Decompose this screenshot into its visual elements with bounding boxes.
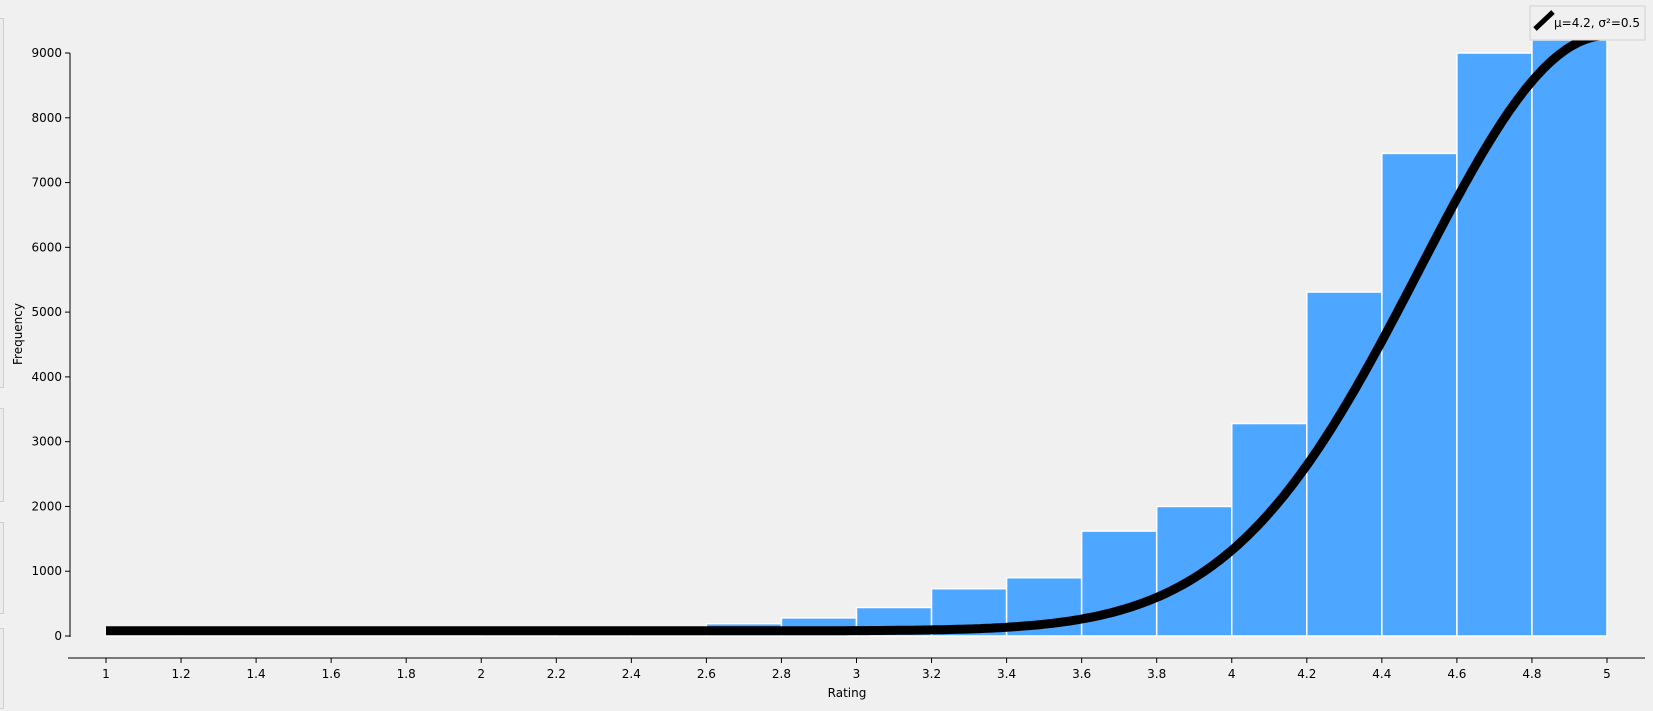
fit-curve-group <box>105 31 1608 636</box>
bars-group <box>105 39 1608 637</box>
y-tick-group: 0 1000 2000 3000 4000 5000 6000 7000 8000 9000 <box>31 46 70 643</box>
histogram-bar <box>1306 291 1383 637</box>
x-tick-label: 4 <box>1228 667 1236 681</box>
y-tick-label: 5000 <box>31 305 62 319</box>
y-tick-label: 4000 <box>31 370 62 384</box>
x-tick-label: 4.8 <box>1522 667 1541 681</box>
x-tick-label: 4.4 <box>1372 667 1391 681</box>
x-tick-label: 3.2 <box>922 667 941 681</box>
x-tick-label: 2.2 <box>547 667 566 681</box>
x-tick-label: 3.4 <box>997 667 1016 681</box>
legend-box <box>1529 5 1646 41</box>
x-tick-label: 5 <box>1603 667 1611 681</box>
histogram-bar <box>1155 505 1233 637</box>
x-tick-label: 1.4 <box>247 667 266 681</box>
fit-curve-line <box>105 31 1608 636</box>
x-tick-label: 3.6 <box>1072 667 1091 681</box>
histogram-bar <box>1381 152 1458 637</box>
x-tick-label: 3 <box>853 667 861 681</box>
x-tick-label: 1 <box>102 667 110 681</box>
y-axis-title: Frequency <box>11 303 25 365</box>
legend: μ=4.2, σ²=0.5 <box>1529 5 1646 41</box>
left-panel-edge <box>0 522 4 614</box>
x-tick-label: 4.2 <box>1297 667 1316 681</box>
x-axis-title: Rating <box>828 686 867 700</box>
y-tick-label: 1000 <box>31 564 62 578</box>
y-tick-label: 8000 <box>31 111 62 125</box>
left-panel-edge <box>0 408 4 502</box>
left-panel-edge <box>0 628 4 709</box>
x-tick-label: 2.8 <box>772 667 791 681</box>
x-tick-label: 1.6 <box>322 667 341 681</box>
y-tick-label: 2000 <box>31 499 62 513</box>
histogram-bar <box>1231 422 1308 637</box>
left-panel-edge <box>0 18 4 388</box>
x-tick-group: 1 1.2 1.4 1.6 1.8 2 2.2 2.4 2.6 2.8 3 3.2 3.4 3.6 3.8 4… <box>102 658 1611 681</box>
x-tick-label: 3.8 <box>1147 667 1166 681</box>
legend-swatch-line <box>1533 10 1555 31</box>
x-tick-label: 2.6 <box>697 667 716 681</box>
x-tick-label: 1.8 <box>397 667 416 681</box>
y-tick-label: 0 <box>54 629 62 643</box>
histogram-bar <box>1456 52 1533 637</box>
histogram-bar <box>1531 39 1608 637</box>
y-tick-label: 9000 <box>31 46 62 60</box>
x-tick-label: 4.6 <box>1447 667 1466 681</box>
y-tick-label: 3000 <box>31 435 62 449</box>
y-tick-label: 6000 <box>31 240 62 254</box>
x-tick-label: 2 <box>477 667 485 681</box>
legend-label: μ=4.2, σ²=0.5 <box>1554 16 1640 30</box>
y-tick-label: 7000 <box>31 176 62 190</box>
x-tick-label: 2.4 <box>622 667 641 681</box>
x-tick-label: 1.2 <box>172 667 191 681</box>
